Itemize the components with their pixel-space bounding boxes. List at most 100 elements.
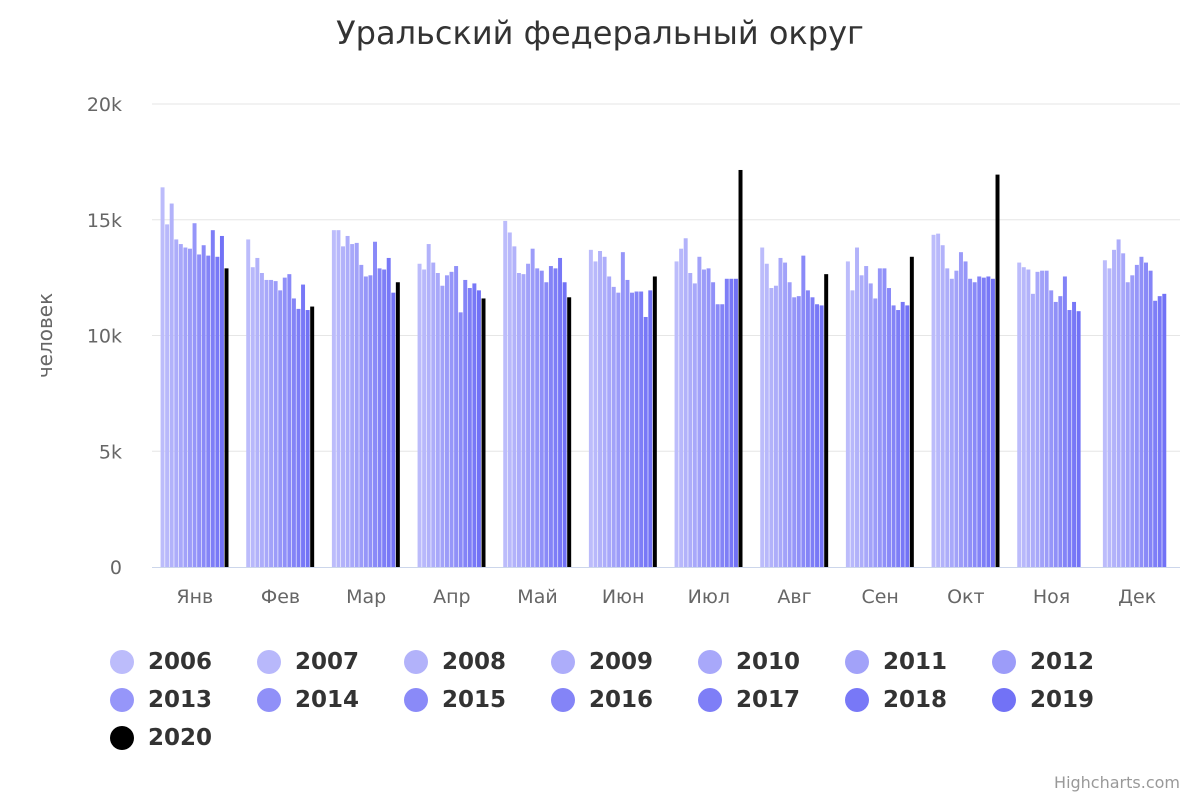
chart-title: Уральский федеральный округ xyxy=(336,14,864,52)
legend-item-2020[interactable]: 2020 xyxy=(110,723,212,753)
legend-item-2014[interactable]: 2014 xyxy=(257,685,359,715)
bar-2011-Мар xyxy=(354,242,359,567)
legend-item-2018[interactable]: 2018 xyxy=(845,685,947,715)
legend-item-2008[interactable]: 2008 xyxy=(404,647,506,677)
bar-2014-Апр xyxy=(454,266,459,567)
bar-2009-Янв xyxy=(174,239,179,567)
bar-2016-Авг xyxy=(805,290,810,567)
bar-2019-Июл xyxy=(733,278,738,567)
bar-2011-Ноя xyxy=(1040,270,1045,567)
bar-2007-Дек xyxy=(1107,268,1112,567)
bar-2016-Мар xyxy=(377,268,382,567)
bar-2017-Янв xyxy=(210,230,215,568)
x-tick-label: Окт xyxy=(947,586,985,608)
bar-2006-Июн xyxy=(588,249,593,567)
bar-2015-Авг xyxy=(801,255,806,567)
bar-2007-Июн xyxy=(593,261,598,567)
legend-label: 2018 xyxy=(883,687,948,713)
bar-2020-Фев xyxy=(310,306,315,567)
bar-2013-Май xyxy=(535,268,540,567)
bar-2018-Июл xyxy=(729,278,734,567)
y-axis-title: человек xyxy=(33,293,57,378)
legend-label: 2017 xyxy=(736,687,801,713)
bar-2013-Июл xyxy=(706,268,711,567)
bar-2007-Июл xyxy=(679,248,684,567)
bar-2020-Янв xyxy=(224,268,229,567)
legend-item-2006[interactable]: 2006 xyxy=(110,647,212,677)
bar-2007-Янв xyxy=(165,224,170,567)
bar-2014-Фев xyxy=(282,277,287,568)
bar-2018-Сен xyxy=(900,301,905,567)
legend-item-2019[interactable]: 2019 xyxy=(992,685,1094,715)
bar-2015-Ноя xyxy=(1058,296,1063,567)
bar-2016-Янв xyxy=(206,255,211,567)
x-tick-label: Мар xyxy=(346,586,386,608)
bar-2009-Окт xyxy=(945,268,950,567)
credits-link[interactable]: Highcharts.com xyxy=(1054,773,1180,792)
bar-2008-Мар xyxy=(341,246,346,567)
bar-2007-Сен xyxy=(850,290,855,567)
x-tick-label: Май xyxy=(517,586,557,608)
bar-2006-Мар xyxy=(331,230,336,568)
legend-item-2011[interactable]: 2011 xyxy=(845,647,947,677)
bar-2012-Май xyxy=(530,248,535,567)
legend-label: 2019 xyxy=(1030,687,1095,713)
bar-2008-Авг xyxy=(769,288,774,567)
bar-2016-Ноя xyxy=(1062,276,1067,567)
bar-2011-Май xyxy=(526,263,531,567)
bar-2016-Фев xyxy=(291,298,296,567)
bar-2010-Окт xyxy=(949,278,954,567)
legend-label: 2015 xyxy=(442,687,507,713)
legend-item-2013[interactable]: 2013 xyxy=(110,685,212,715)
bar-2013-Окт xyxy=(963,261,968,567)
legend-marker-icon xyxy=(110,650,134,674)
y-tick-label: 5k xyxy=(99,441,122,463)
bar-2009-Дек xyxy=(1116,239,1121,567)
bar-2017-Окт xyxy=(981,277,986,568)
bar-2018-Июн xyxy=(643,316,648,567)
legend-marker-icon xyxy=(404,688,428,712)
x-tick-label: Апр xyxy=(433,586,470,608)
bar-2016-Май xyxy=(548,266,553,567)
bar-2018-Дек xyxy=(1157,296,1162,567)
bar-2016-Июн xyxy=(634,291,639,567)
legend-item-2017[interactable]: 2017 xyxy=(698,685,800,715)
legend-marker-icon xyxy=(257,688,281,712)
bar-2012-Ноя xyxy=(1044,270,1049,567)
legend-marker-icon xyxy=(551,650,575,674)
bar-2011-Июн xyxy=(611,286,616,567)
legend-item-2010[interactable]: 2010 xyxy=(698,647,800,677)
legend-item-2007[interactable]: 2007 xyxy=(257,647,359,677)
bar-2006-Ноя xyxy=(1017,262,1022,567)
bar-2008-Июл xyxy=(683,238,688,567)
bar-2015-Янв xyxy=(201,245,206,567)
legend-item-2015[interactable]: 2015 xyxy=(404,685,506,715)
bar-2017-Май xyxy=(553,268,558,567)
legend-marker-icon xyxy=(992,650,1016,674)
bar-2018-Авг xyxy=(815,304,820,567)
legend-marker-icon xyxy=(698,650,722,674)
legend-item-2012[interactable]: 2012 xyxy=(992,647,1094,677)
bar-2008-Июн xyxy=(598,251,603,567)
bar-2010-Авг xyxy=(778,257,783,567)
bar-2010-Янв xyxy=(178,244,183,567)
legend-item-2016[interactable]: 2016 xyxy=(551,685,653,715)
legend-item-2009[interactable]: 2009 xyxy=(551,647,653,677)
legend-label: 2006 xyxy=(148,649,213,675)
legend-label: 2020 xyxy=(148,725,213,751)
bar-2015-Фев xyxy=(287,274,292,567)
legend-label: 2013 xyxy=(148,687,213,713)
bar-2007-Фев xyxy=(250,267,255,567)
bar-2017-Апр xyxy=(467,288,472,567)
bar-2014-Мар xyxy=(368,275,373,567)
bar-2008-Ноя xyxy=(1026,269,1031,567)
legend-marker-icon xyxy=(845,688,869,712)
y-tick-label: 20k xyxy=(87,94,122,116)
bar-2013-Мар xyxy=(363,276,368,567)
bar-2014-Сен xyxy=(882,268,887,567)
bar-2014-Июн xyxy=(625,279,630,567)
bar-2011-Дек xyxy=(1125,282,1130,567)
bar-2018-Фев xyxy=(301,284,306,567)
bar-2020-Сен xyxy=(909,256,914,567)
